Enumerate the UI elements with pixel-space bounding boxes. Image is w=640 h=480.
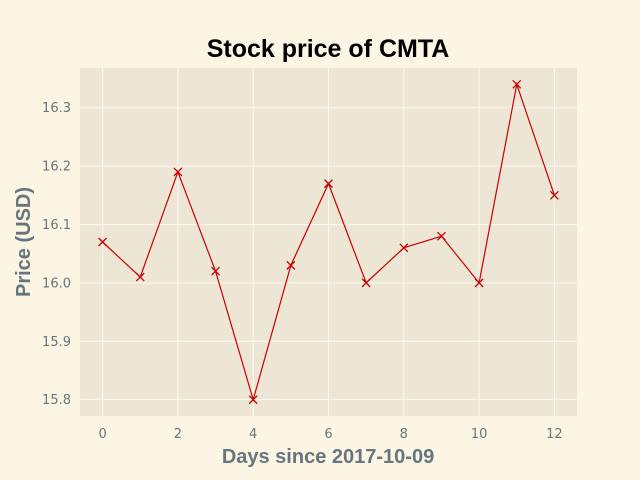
y-axis-ticks: 15.8 15.9 16.0 16.1 16.2 16.3: [42, 101, 71, 408]
x-axis-ticks: 0 2 4 6 8 10 12: [98, 427, 562, 442]
grid: [80, 68, 577, 416]
y-axis-label: Price (USD): [13, 187, 35, 297]
data-point-marker: [324, 179, 333, 189]
data-point-marker: [549, 190, 559, 200]
data-point-marker: [361, 278, 371, 288]
y-tick-label: 15.8: [42, 393, 71, 408]
data-point-marker: [436, 231, 446, 241]
chart-title: Stock price of CMTA: [207, 35, 450, 63]
x-tick-label: 4: [249, 427, 257, 442]
y-tick-label: 16.2: [42, 160, 71, 175]
data-point-marker: [135, 272, 145, 282]
x-tick-label: 12: [546, 427, 563, 442]
data-point-marker: [286, 260, 296, 270]
data-point-marker: [474, 278, 484, 288]
data-point-marker: [98, 237, 108, 247]
series-markers: [98, 79, 559, 405]
data-point-marker: [173, 167, 183, 177]
x-tick-label: 10: [471, 427, 488, 442]
data-point-marker: [399, 243, 409, 253]
x-tick-label: 8: [400, 427, 408, 442]
y-tick-label: 16.0: [42, 276, 71, 291]
data-point-marker: [512, 79, 522, 89]
x-tick-label: 0: [98, 427, 106, 442]
x-tick-label: 2: [174, 427, 182, 442]
y-tick-label: 16.1: [42, 218, 71, 233]
data-point-marker: [248, 395, 258, 405]
y-tick-label: 15.9: [42, 335, 71, 350]
y-tick-label: 16.3: [42, 101, 71, 116]
x-tick-label: 6: [324, 427, 332, 442]
data-point-marker: [211, 266, 221, 276]
x-axis-label: Days since 2017-10-09: [222, 446, 434, 468]
